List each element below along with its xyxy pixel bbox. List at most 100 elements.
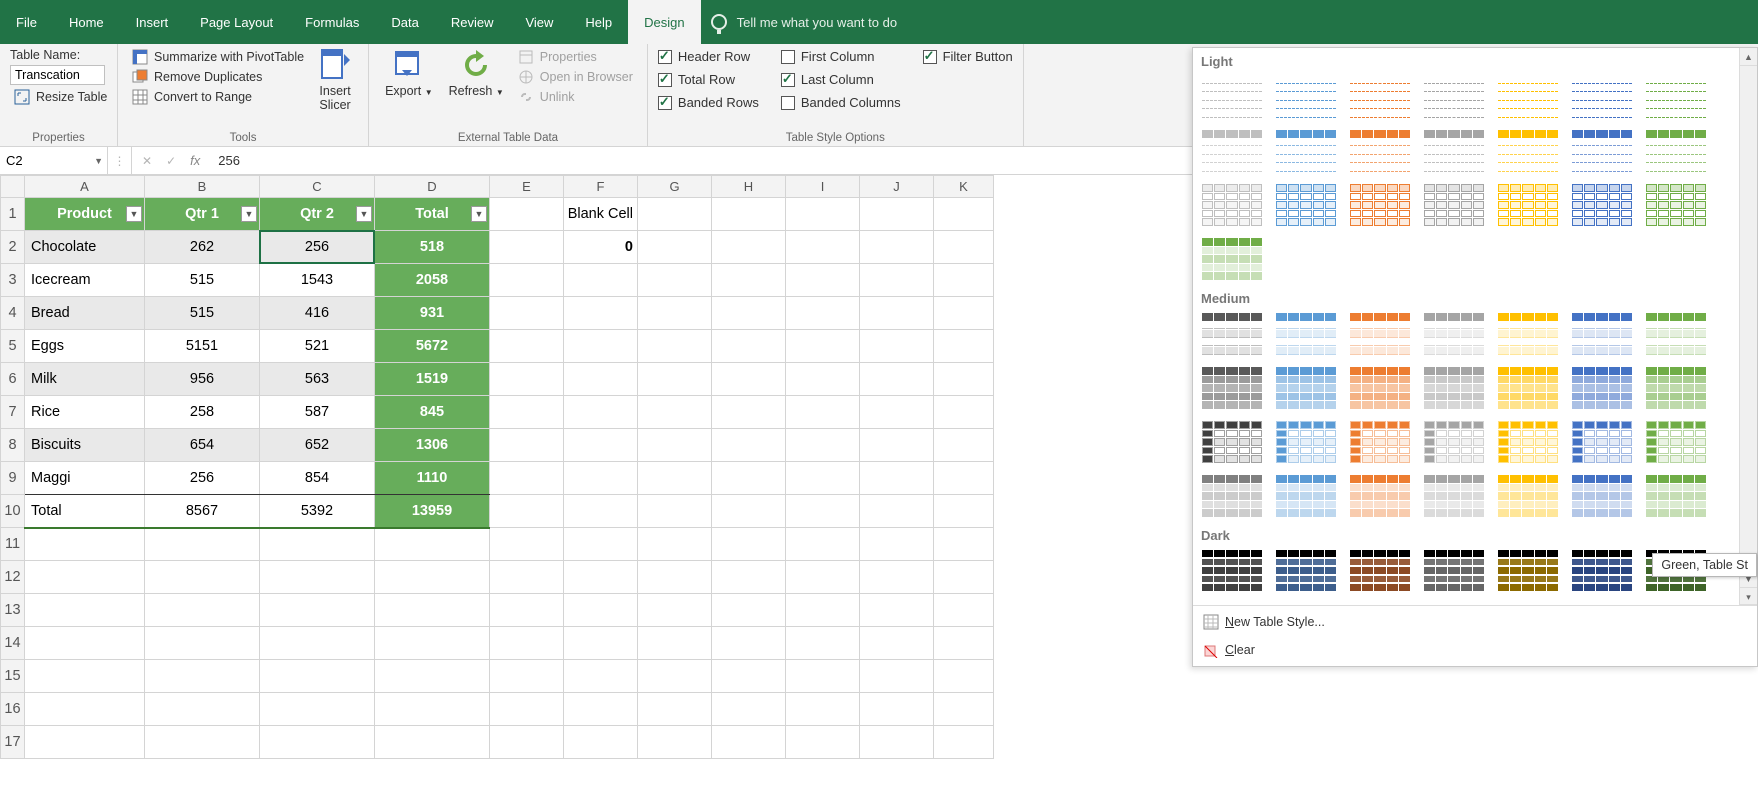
cell-B12[interactable] xyxy=(145,561,260,594)
cell-D14[interactable] xyxy=(375,627,490,660)
tell-me-search[interactable]: Tell me what you want to do xyxy=(701,0,897,44)
cell-J9[interactable] xyxy=(860,462,934,495)
cell-B4[interactable]: 515 xyxy=(145,297,260,330)
cell-F6[interactable] xyxy=(564,363,638,396)
cell-K12[interactable] xyxy=(934,561,994,594)
cell-I9[interactable] xyxy=(786,462,860,495)
row-header-12[interactable]: 12 xyxy=(1,561,25,594)
cell-F7[interactable] xyxy=(564,396,638,429)
fx-expand-icon[interactable]: ⋮ xyxy=(108,147,132,174)
row-header-7[interactable]: 7 xyxy=(1,396,25,429)
style-swatch[interactable] xyxy=(1495,364,1561,412)
cell-J4[interactable] xyxy=(860,297,934,330)
cell-G9[interactable] xyxy=(638,462,712,495)
style-swatch[interactable] xyxy=(1421,181,1487,229)
cell-A5[interactable]: Eggs xyxy=(25,330,145,363)
style-swatch[interactable] xyxy=(1273,73,1339,121)
cell-F14[interactable] xyxy=(564,627,638,660)
cell-K4[interactable] xyxy=(934,297,994,330)
cell-H9[interactable] xyxy=(712,462,786,495)
tab-home[interactable]: Home xyxy=(53,0,120,44)
cell-C9[interactable]: 854 xyxy=(260,462,375,495)
cell-A6[interactable]: Milk xyxy=(25,363,145,396)
cell-K1[interactable] xyxy=(934,198,994,231)
tab-help[interactable]: Help xyxy=(569,0,628,44)
filter-drop-icon[interactable]: ▼ xyxy=(241,206,257,222)
cell-E12[interactable] xyxy=(490,561,564,594)
cell-G12[interactable] xyxy=(638,561,712,594)
cell-D13[interactable] xyxy=(375,594,490,627)
cell-G7[interactable] xyxy=(638,396,712,429)
cell-J7[interactable] xyxy=(860,396,934,429)
cell-K9[interactable] xyxy=(934,462,994,495)
cell-K7[interactable] xyxy=(934,396,994,429)
cell-K6[interactable] xyxy=(934,363,994,396)
cell-C12[interactable] xyxy=(260,561,375,594)
row-header-15[interactable]: 15 xyxy=(1,660,25,693)
cell-E10[interactable] xyxy=(490,495,564,528)
cell-E15[interactable] xyxy=(490,660,564,693)
remove-duplicates-button[interactable]: Remove Duplicates xyxy=(128,68,308,86)
confirm-icon[interactable]: ✓ xyxy=(166,154,176,168)
header-row-check[interactable]: Header Row xyxy=(658,48,759,65)
cell-C5[interactable]: 521 xyxy=(260,330,375,363)
cell-I1[interactable] xyxy=(786,198,860,231)
cell-F3[interactable] xyxy=(564,264,638,297)
cell-A7[interactable]: Rice xyxy=(25,396,145,429)
cell-B6[interactable]: 956 xyxy=(145,363,260,396)
style-swatch[interactable] xyxy=(1643,310,1709,358)
style-swatch[interactable] xyxy=(1347,364,1413,412)
style-swatch[interactable] xyxy=(1347,418,1413,466)
cell-B1[interactable]: Qtr 1▼ xyxy=(145,198,260,231)
cell-F4[interactable] xyxy=(564,297,638,330)
cell-B2[interactable]: 262 xyxy=(145,231,260,264)
cell-I13[interactable] xyxy=(786,594,860,627)
cell-J17[interactable] xyxy=(860,726,934,759)
cell-G4[interactable] xyxy=(638,297,712,330)
style-swatch[interactable] xyxy=(1273,310,1339,358)
refresh-button[interactable]: Refresh ▼ xyxy=(443,48,510,98)
style-swatch[interactable] xyxy=(1569,418,1635,466)
style-swatch[interactable] xyxy=(1199,310,1265,358)
style-swatch[interactable] xyxy=(1347,472,1413,520)
tab-formulas[interactable]: Formulas xyxy=(289,0,375,44)
cell-H8[interactable] xyxy=(712,429,786,462)
clear-style-button[interactable]: Clear xyxy=(1193,636,1757,664)
style-swatch[interactable] xyxy=(1199,181,1265,229)
col-header-G[interactable]: G xyxy=(638,176,712,198)
cell-A16[interactable] xyxy=(25,693,145,726)
tab-review[interactable]: Review xyxy=(435,0,510,44)
cell-F9[interactable] xyxy=(564,462,638,495)
cell-J5[interactable] xyxy=(860,330,934,363)
cell-A12[interactable] xyxy=(25,561,145,594)
style-swatch[interactable] xyxy=(1199,364,1265,412)
cell-K14[interactable] xyxy=(934,627,994,660)
style-swatch[interactable] xyxy=(1199,73,1265,121)
cell-H13[interactable] xyxy=(712,594,786,627)
cell-E2[interactable] xyxy=(490,231,564,264)
style-swatch[interactable] xyxy=(1569,547,1635,595)
cell-D16[interactable] xyxy=(375,693,490,726)
style-swatch[interactable] xyxy=(1347,181,1413,229)
cell-I14[interactable] xyxy=(786,627,860,660)
cell-J12[interactable] xyxy=(860,561,934,594)
cell-G10[interactable] xyxy=(638,495,712,528)
cell-C4[interactable]: 416 xyxy=(260,297,375,330)
cell-J15[interactable] xyxy=(860,660,934,693)
style-swatch[interactable] xyxy=(1495,418,1561,466)
insert-slicer-button[interactable]: Insert Slicer xyxy=(312,48,358,112)
cell-E11[interactable] xyxy=(490,528,564,561)
style-swatch[interactable] xyxy=(1421,472,1487,520)
cell-K17[interactable] xyxy=(934,726,994,759)
filter-button-check[interactable]: Filter Button xyxy=(923,48,1013,65)
cell-J13[interactable] xyxy=(860,594,934,627)
cell-K15[interactable] xyxy=(934,660,994,693)
cell-D11[interactable] xyxy=(375,528,490,561)
cell-I7[interactable] xyxy=(786,396,860,429)
cell-H7[interactable] xyxy=(712,396,786,429)
cell-F11[interactable] xyxy=(564,528,638,561)
cell-K8[interactable] xyxy=(934,429,994,462)
cell-K13[interactable] xyxy=(934,594,994,627)
cell-C8[interactable]: 652 xyxy=(260,429,375,462)
cell-D1[interactable]: Total▼ xyxy=(375,198,490,231)
